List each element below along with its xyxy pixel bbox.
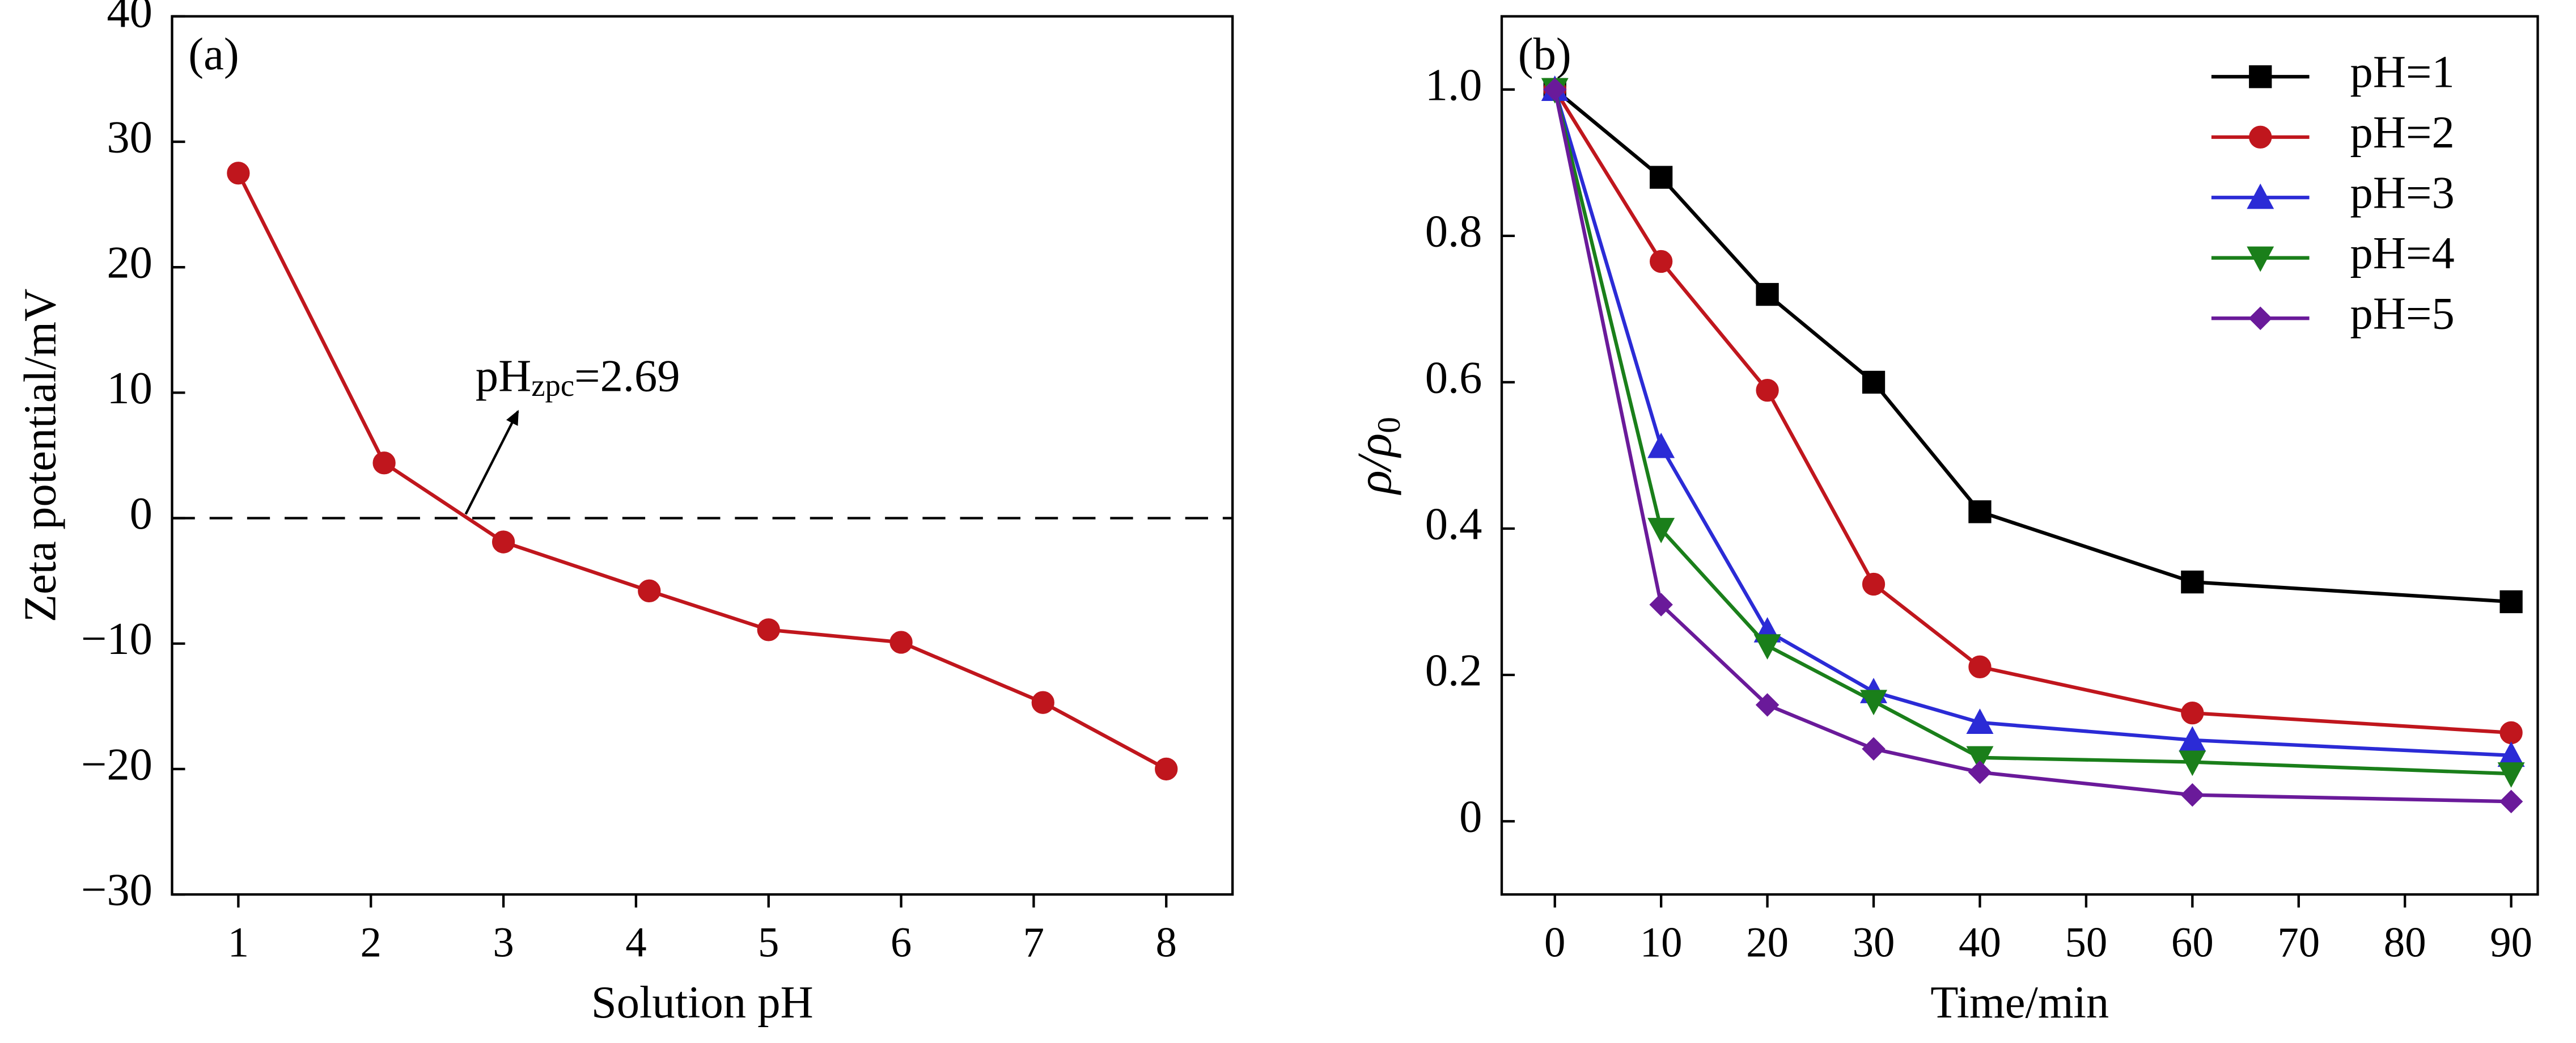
marker bbox=[1968, 655, 1992, 678]
plot-frame bbox=[171, 15, 1234, 896]
x-tick-label: 8 bbox=[1156, 919, 1177, 966]
marker bbox=[1968, 760, 1992, 784]
panel-label: (a) bbox=[188, 29, 239, 79]
x-tick-label: 70 bbox=[2277, 919, 2320, 966]
y-tick-label: 20 bbox=[107, 238, 152, 288]
marker bbox=[1543, 78, 1567, 102]
marker bbox=[2499, 721, 2523, 745]
annotation-suffix: =2.69 bbox=[574, 351, 680, 401]
annotation-main: pH bbox=[476, 351, 531, 401]
y-axis-label-main: ρ/ρ bbox=[1347, 433, 1401, 496]
marker bbox=[1647, 432, 1675, 458]
legend-marker bbox=[2249, 65, 2272, 88]
marker bbox=[1155, 757, 1178, 781]
marker bbox=[1756, 282, 1779, 306]
y-tick-label: −20 bbox=[81, 739, 152, 789]
x-tick-label: 90 bbox=[2490, 919, 2532, 966]
marker bbox=[1862, 737, 1886, 761]
marker bbox=[2180, 783, 2205, 807]
legend-marker bbox=[2248, 306, 2272, 330]
y-axis-label: ρ/ρ0 bbox=[1347, 417, 1407, 496]
annotation-sub: zpc bbox=[531, 368, 574, 402]
marker bbox=[1862, 370, 1886, 394]
x-tick-label: 3 bbox=[493, 919, 514, 966]
x-tick-label: 4 bbox=[625, 919, 646, 966]
x-axis-label: Time/min bbox=[1930, 977, 2109, 1028]
annotation-arrow bbox=[464, 409, 519, 515]
marker bbox=[1649, 593, 1673, 616]
y-tick-label: 0.2 bbox=[1425, 645, 1482, 696]
marker bbox=[1647, 518, 1675, 543]
y-tick-label: 0.6 bbox=[1425, 352, 1482, 403]
data-line bbox=[236, 172, 1167, 771]
legend-label: pH=3 bbox=[2350, 168, 2455, 218]
marker bbox=[1755, 693, 1780, 717]
x-tick-label: 80 bbox=[2384, 919, 2426, 966]
marker bbox=[1966, 708, 1994, 734]
legend-label: pH=2 bbox=[2350, 107, 2455, 158]
legend-label: pH=4 bbox=[2350, 228, 2455, 278]
marker bbox=[1860, 690, 1888, 716]
x-tick-label: 40 bbox=[1959, 919, 2001, 966]
x-tick-label: 2 bbox=[361, 919, 382, 966]
marker bbox=[1756, 378, 1779, 402]
y-tick-label: 0 bbox=[130, 488, 152, 539]
marker bbox=[492, 530, 515, 554]
panel-label: (b) bbox=[1518, 29, 1571, 79]
marker bbox=[2181, 571, 2204, 594]
x-tick-label: 6 bbox=[891, 919, 912, 966]
marker bbox=[889, 631, 913, 654]
marker bbox=[1650, 250, 1673, 273]
x-tick-label: 10 bbox=[1640, 919, 1683, 966]
legend-marker bbox=[2247, 183, 2274, 209]
x-tick-label: 30 bbox=[1853, 919, 1895, 966]
y-tick-label: −10 bbox=[81, 614, 152, 664]
y-tick-label: 1.0 bbox=[1425, 60, 1482, 110]
marker bbox=[1968, 500, 1992, 523]
y-tick-label: 0 bbox=[1459, 792, 1482, 842]
legend-marker bbox=[2247, 246, 2274, 272]
marker bbox=[1753, 634, 1781, 660]
x-tick-label: 20 bbox=[1746, 919, 1789, 966]
marker bbox=[2499, 590, 2523, 614]
x-tick-label: 1 bbox=[228, 919, 249, 966]
x-tick-label: 7 bbox=[1023, 919, 1044, 966]
data-line bbox=[1553, 88, 2511, 604]
legend-label: pH=5 bbox=[2350, 289, 2455, 339]
marker bbox=[2497, 762, 2525, 788]
plot-frame bbox=[1500, 15, 2539, 896]
y-tick-label: 0.8 bbox=[1425, 206, 1482, 256]
legend-marker bbox=[2249, 125, 2272, 149]
marker bbox=[1650, 166, 1673, 189]
y-tick-label: −30 bbox=[81, 865, 152, 915]
y-tick-label: 0.4 bbox=[1425, 499, 1482, 549]
marker bbox=[372, 451, 396, 475]
y-axis-label: Zeta potential/mV bbox=[15, 289, 66, 622]
y-tick-label: 40 bbox=[107, 0, 152, 37]
x-tick-label: 50 bbox=[2065, 919, 2107, 966]
y-axis-label-sub: 0 bbox=[1371, 417, 1407, 433]
marker bbox=[1031, 691, 1054, 714]
marker bbox=[1862, 572, 1886, 596]
x-tick-label: 5 bbox=[758, 919, 779, 966]
y-tick-label: 10 bbox=[107, 363, 152, 413]
marker bbox=[227, 162, 250, 185]
x-axis-label: Solution pH bbox=[591, 977, 814, 1028]
marker bbox=[1966, 746, 1994, 772]
marker bbox=[2179, 750, 2206, 776]
marker bbox=[638, 579, 661, 602]
annotation: pHzpc=2.69 bbox=[476, 351, 680, 402]
x-tick-label: 60 bbox=[2171, 919, 2214, 966]
marker bbox=[757, 618, 780, 641]
marker bbox=[2181, 701, 2204, 725]
marker bbox=[2499, 789, 2523, 813]
y-tick-label: 30 bbox=[107, 112, 152, 162]
x-tick-label: 0 bbox=[1544, 919, 1565, 966]
legend-label: pH=1 bbox=[2350, 47, 2455, 98]
